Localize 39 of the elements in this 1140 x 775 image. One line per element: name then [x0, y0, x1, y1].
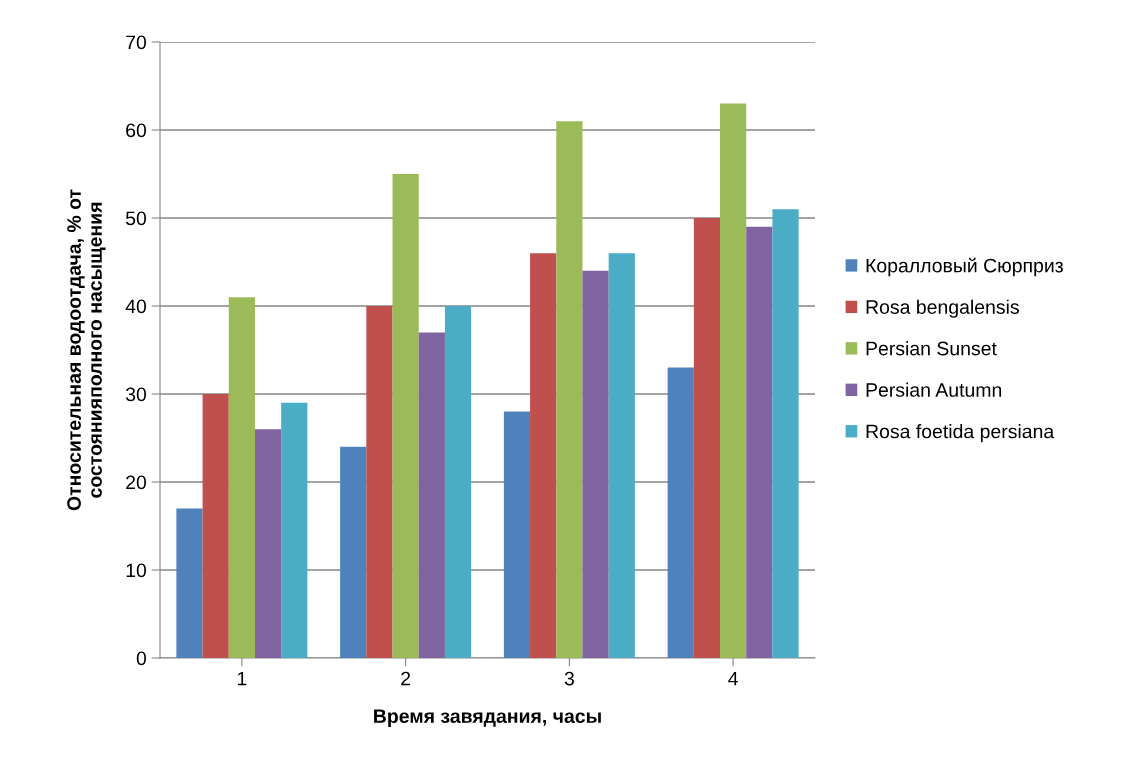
- bar: [444, 306, 472, 658]
- y-tick-label: 10: [126, 563, 147, 578]
- y-tick-label: 30: [125, 387, 147, 402]
- bar: [693, 218, 721, 658]
- x-tick-label: 2: [401, 671, 411, 686]
- y-tick-label: 40: [125, 299, 147, 314]
- bar: [228, 297, 255, 658]
- bar: [340, 446, 367, 658]
- y-axis-title: Относительная водоотдача, % от состоянияполного насыщения: [67, 189, 106, 511]
- y-tick-label: 70: [126, 35, 147, 50]
- bar: [202, 394, 229, 658]
- bar: [366, 306, 393, 658]
- bar: [608, 253, 635, 658]
- x-tick-label: 3: [564, 671, 574, 686]
- bar: [176, 508, 203, 658]
- bar: [556, 121, 583, 658]
- bar: [392, 174, 419, 658]
- bar: [746, 226, 773, 658]
- bar: [418, 332, 445, 658]
- x-axis-title: Время завядания, часы: [374, 709, 601, 727]
- y-tick-label: 0: [136, 651, 147, 666]
- legend-label: Rosa bengalensis: [866, 299, 1019, 318]
- bar: [772, 209, 799, 658]
- bar: [582, 270, 609, 658]
- x-tick-label: 1: [237, 671, 247, 686]
- bar: [281, 402, 308, 658]
- bar: [503, 411, 531, 658]
- y-tick-label: 20: [126, 475, 147, 490]
- y-tick-label: 60: [126, 123, 147, 138]
- legend-label: Persian Autumn: [866, 382, 1002, 397]
- x-tick-label: 4: [728, 671, 738, 686]
- y-tick-label: 50: [125, 211, 147, 226]
- bar: [530, 253, 557, 658]
- legend-label: Коралловый Сюрприз: [866, 257, 1063, 277]
- bar: [720, 103, 747, 658]
- legend-label: Rosa foetida persiana: [866, 424, 1055, 443]
- bar: [667, 367, 694, 658]
- bar: [254, 429, 282, 658]
- legend-label: Persian Sunset: [866, 341, 997, 356]
